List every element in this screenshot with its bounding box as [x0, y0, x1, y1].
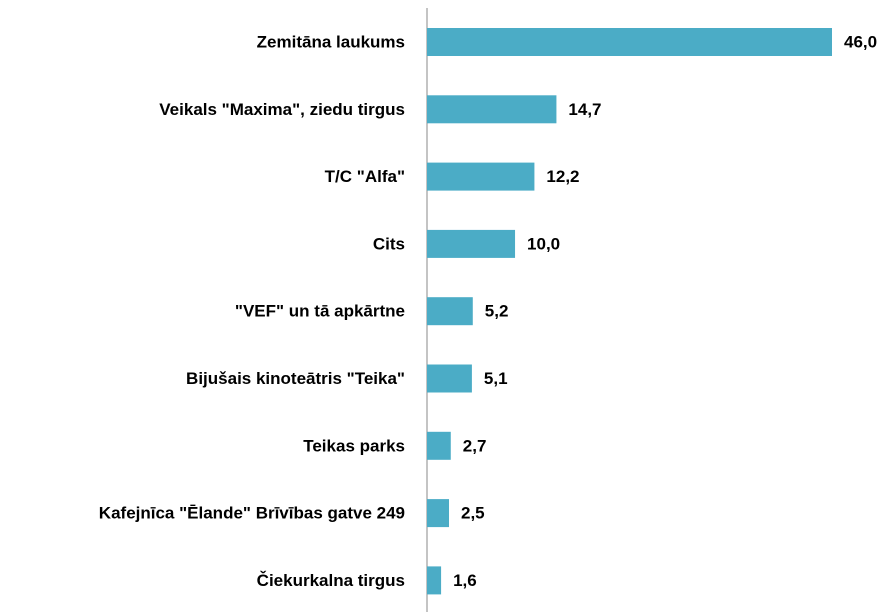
bar: [427, 28, 832, 56]
value-label: 14,7: [568, 100, 601, 119]
category-label: Veikals "Maxima", ziedu tirgus: [159, 100, 405, 119]
value-label: 5,2: [485, 302, 509, 321]
bar: [427, 499, 450, 528]
category-label: Zemitāna laukums: [257, 32, 405, 51]
value-label: 10,0: [527, 234, 560, 253]
category-label: Bijušais kinoteātris "Teika": [186, 369, 405, 388]
category-label: T/C "Alfa": [325, 167, 405, 186]
category-label: Cits: [373, 234, 405, 253]
value-label: 12,2: [546, 167, 579, 186]
value-label: 1,6: [453, 571, 477, 590]
category-label: Kafejnīca "Ēlande" Brīvības gatve 249: [99, 504, 405, 523]
bar: [427, 297, 473, 326]
value-label: 2,7: [463, 436, 487, 455]
bar: [427, 364, 472, 393]
value-label: 5,1: [484, 369, 508, 388]
bar: [427, 162, 535, 191]
value-label: 46,0: [844, 32, 877, 51]
category-label: Čiekurkalna tirgus: [257, 571, 405, 590]
category-label: Teikas parks: [303, 436, 405, 455]
bar: [427, 95, 557, 124]
category-label: "VEF" un tā apkārtne: [235, 302, 405, 321]
bar: [427, 566, 442, 595]
bar: [427, 229, 516, 258]
value-label: 2,5: [461, 504, 485, 523]
bar: [427, 431, 451, 460]
